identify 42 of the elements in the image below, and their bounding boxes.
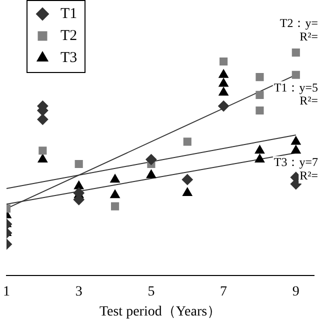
point — [256, 106, 264, 115]
point — [218, 78, 228, 87]
point — [220, 57, 228, 66]
annotation: R²= — [300, 94, 318, 108]
point — [110, 190, 120, 198]
point — [183, 138, 192, 146]
point — [182, 174, 193, 186]
point — [256, 73, 264, 82]
x-tick-label: 9 — [292, 284, 300, 300]
point — [182, 187, 192, 196]
legend-label: T3 — [60, 50, 78, 66]
annotation: T3：y=7 — [274, 155, 318, 170]
x-axis-title: Test period（Years） — [99, 304, 222, 320]
text: T2：y= — [280, 16, 318, 30]
point — [291, 136, 301, 145]
x-tick-label: 1 — [3, 284, 10, 300]
legend-label: T1 — [60, 6, 78, 22]
text: R²= — [300, 30, 318, 44]
x-tick-label: 3 — [75, 284, 82, 300]
point — [291, 145, 301, 154]
point — [74, 180, 84, 190]
point — [146, 154, 157, 166]
point — [254, 145, 265, 154]
point — [292, 70, 300, 79]
point — [38, 146, 47, 155]
point — [218, 100, 230, 112]
point — [110, 174, 120, 183]
x-tick-label: 5 — [148, 284, 155, 300]
point — [292, 48, 300, 57]
point — [110, 202, 120, 210]
point — [218, 69, 228, 78]
point — [74, 160, 83, 168]
point — [38, 154, 48, 163]
annotation: R²= — [300, 168, 318, 183]
x-tick-label: 7 — [220, 284, 228, 300]
point — [254, 154, 265, 163]
legend-label: T2 — [60, 28, 78, 44]
point — [146, 170, 156, 178]
annotation: T1：y=5 — [274, 80, 318, 94]
point — [218, 87, 228, 96]
point — [256, 90, 264, 99]
point — [37, 114, 48, 125]
